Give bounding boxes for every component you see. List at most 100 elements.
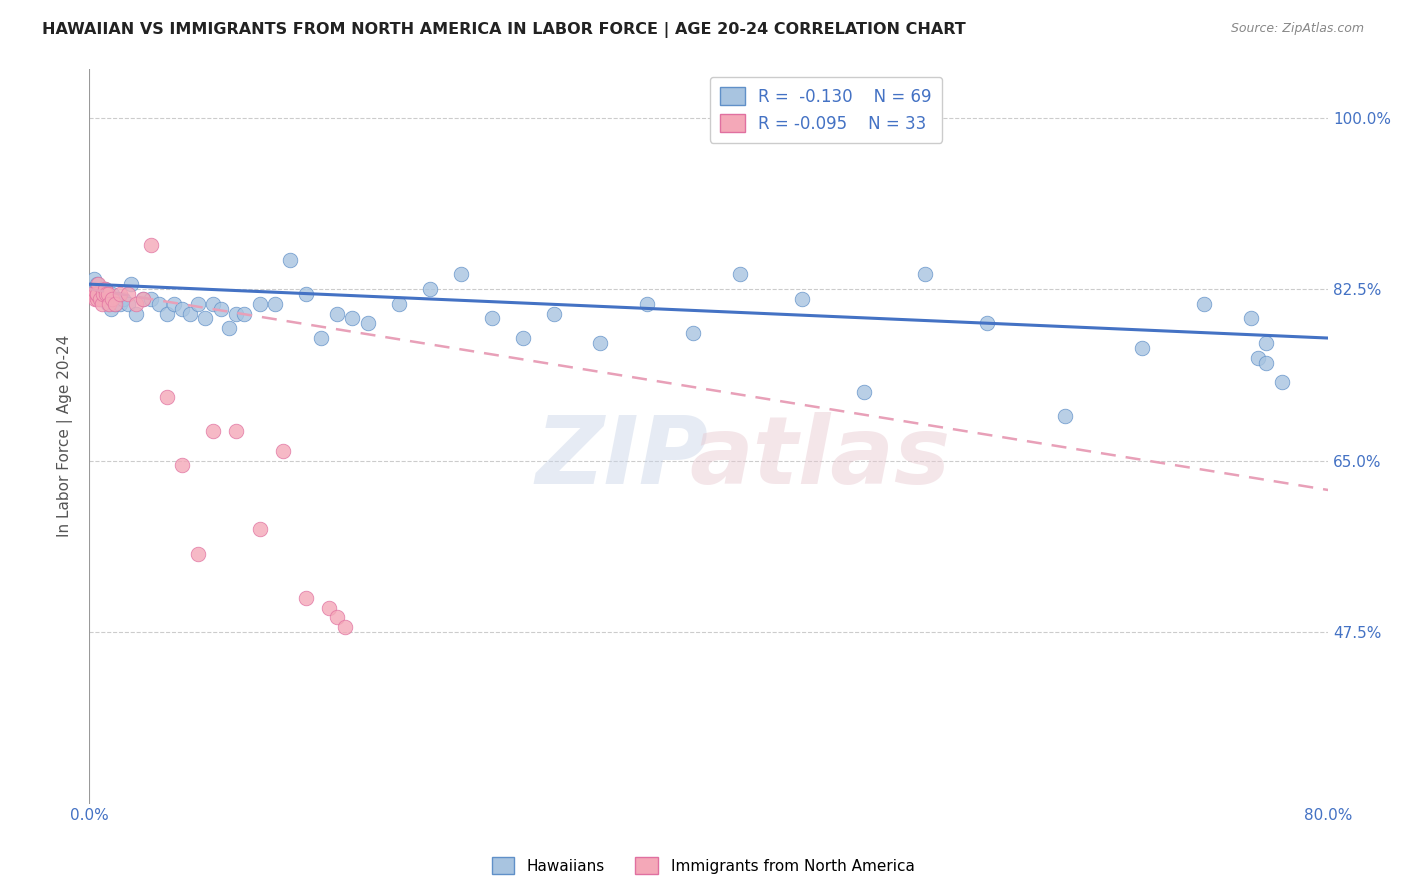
Point — [450, 268, 472, 282]
Point — [295, 591, 318, 605]
Point — [90, 297, 112, 311]
Point — [101, 287, 124, 301]
Point — [209, 301, 232, 316]
Point — [1247, 351, 1270, 365]
Point — [101, 292, 124, 306]
Point — [83, 272, 105, 286]
Point — [100, 301, 122, 316]
Point — [155, 307, 177, 321]
Point — [179, 307, 201, 321]
Point — [271, 443, 294, 458]
Point — [90, 287, 112, 301]
Point — [225, 307, 247, 321]
Point — [1194, 297, 1216, 311]
Point — [914, 268, 936, 282]
Legend: R =  -0.130    N = 69, R = -0.095    N = 33: R = -0.130 N = 69, R = -0.095 N = 33 — [710, 77, 942, 143]
Point — [96, 287, 118, 301]
Point — [108, 287, 131, 301]
Point — [83, 287, 105, 301]
Point — [96, 292, 118, 306]
Point — [233, 307, 256, 321]
Text: ZIP: ZIP — [536, 412, 709, 504]
Point — [543, 307, 565, 321]
Point — [89, 292, 111, 306]
Point — [97, 287, 120, 301]
Point — [90, 282, 112, 296]
Point — [103, 292, 125, 306]
Point — [976, 317, 998, 331]
Point — [84, 292, 107, 306]
Point — [202, 424, 225, 438]
Point — [148, 297, 170, 311]
Point — [249, 522, 271, 536]
Point — [86, 292, 108, 306]
Point — [104, 297, 127, 311]
Point — [104, 297, 127, 311]
Text: atlas: atlas — [689, 412, 950, 504]
Point — [91, 292, 114, 306]
Point — [155, 390, 177, 404]
Point — [682, 326, 704, 340]
Point — [170, 458, 193, 473]
Point — [98, 297, 121, 311]
Point — [357, 317, 380, 331]
Point — [93, 282, 115, 296]
Point — [86, 277, 108, 292]
Point — [512, 331, 534, 345]
Legend: Hawaiians, Immigrants from North America: Hawaiians, Immigrants from North America — [485, 851, 921, 880]
Point — [124, 297, 146, 311]
Point — [132, 292, 155, 306]
Point — [326, 307, 349, 321]
Point — [187, 547, 209, 561]
Point — [89, 292, 111, 306]
Point — [218, 321, 240, 335]
Point — [97, 292, 120, 306]
Point — [311, 331, 333, 345]
Point — [139, 292, 162, 306]
Point — [84, 282, 107, 296]
Point — [124, 307, 146, 321]
Point — [1240, 311, 1263, 326]
Point — [86, 287, 108, 301]
Point — [225, 424, 247, 438]
Point — [93, 287, 115, 301]
Point — [170, 301, 193, 316]
Point — [589, 335, 612, 350]
Point — [98, 297, 121, 311]
Point — [636, 297, 658, 311]
Point — [84, 287, 107, 301]
Point — [194, 311, 217, 326]
Point — [264, 297, 287, 311]
Point — [97, 297, 120, 311]
Point — [87, 287, 110, 301]
Point — [108, 297, 131, 311]
Point — [388, 297, 411, 311]
Text: Source: ZipAtlas.com: Source: ZipAtlas.com — [1230, 22, 1364, 36]
Point — [1271, 375, 1294, 389]
Point — [202, 297, 225, 311]
Point — [1130, 341, 1153, 355]
Point — [187, 297, 209, 311]
Point — [139, 238, 162, 252]
Point — [333, 620, 356, 634]
Point — [105, 292, 128, 306]
Point — [132, 292, 155, 306]
Point — [87, 277, 110, 292]
Point — [91, 287, 114, 301]
Point — [86, 287, 108, 301]
Point — [120, 277, 142, 292]
Point — [295, 287, 318, 301]
Point — [728, 268, 751, 282]
Point — [481, 311, 503, 326]
Point — [1053, 409, 1076, 424]
Point — [280, 252, 302, 267]
Text: HAWAIIAN VS IMMIGRANTS FROM NORTH AMERICA IN LABOR FORCE | AGE 20-24 CORRELATION: HAWAIIAN VS IMMIGRANTS FROM NORTH AMERIC… — [42, 22, 966, 38]
Point — [117, 297, 139, 311]
Point — [419, 282, 441, 296]
Point — [326, 610, 349, 624]
Point — [852, 384, 875, 399]
Point — [93, 282, 115, 296]
Point — [790, 292, 813, 306]
Point — [249, 297, 271, 311]
Point — [318, 600, 340, 615]
